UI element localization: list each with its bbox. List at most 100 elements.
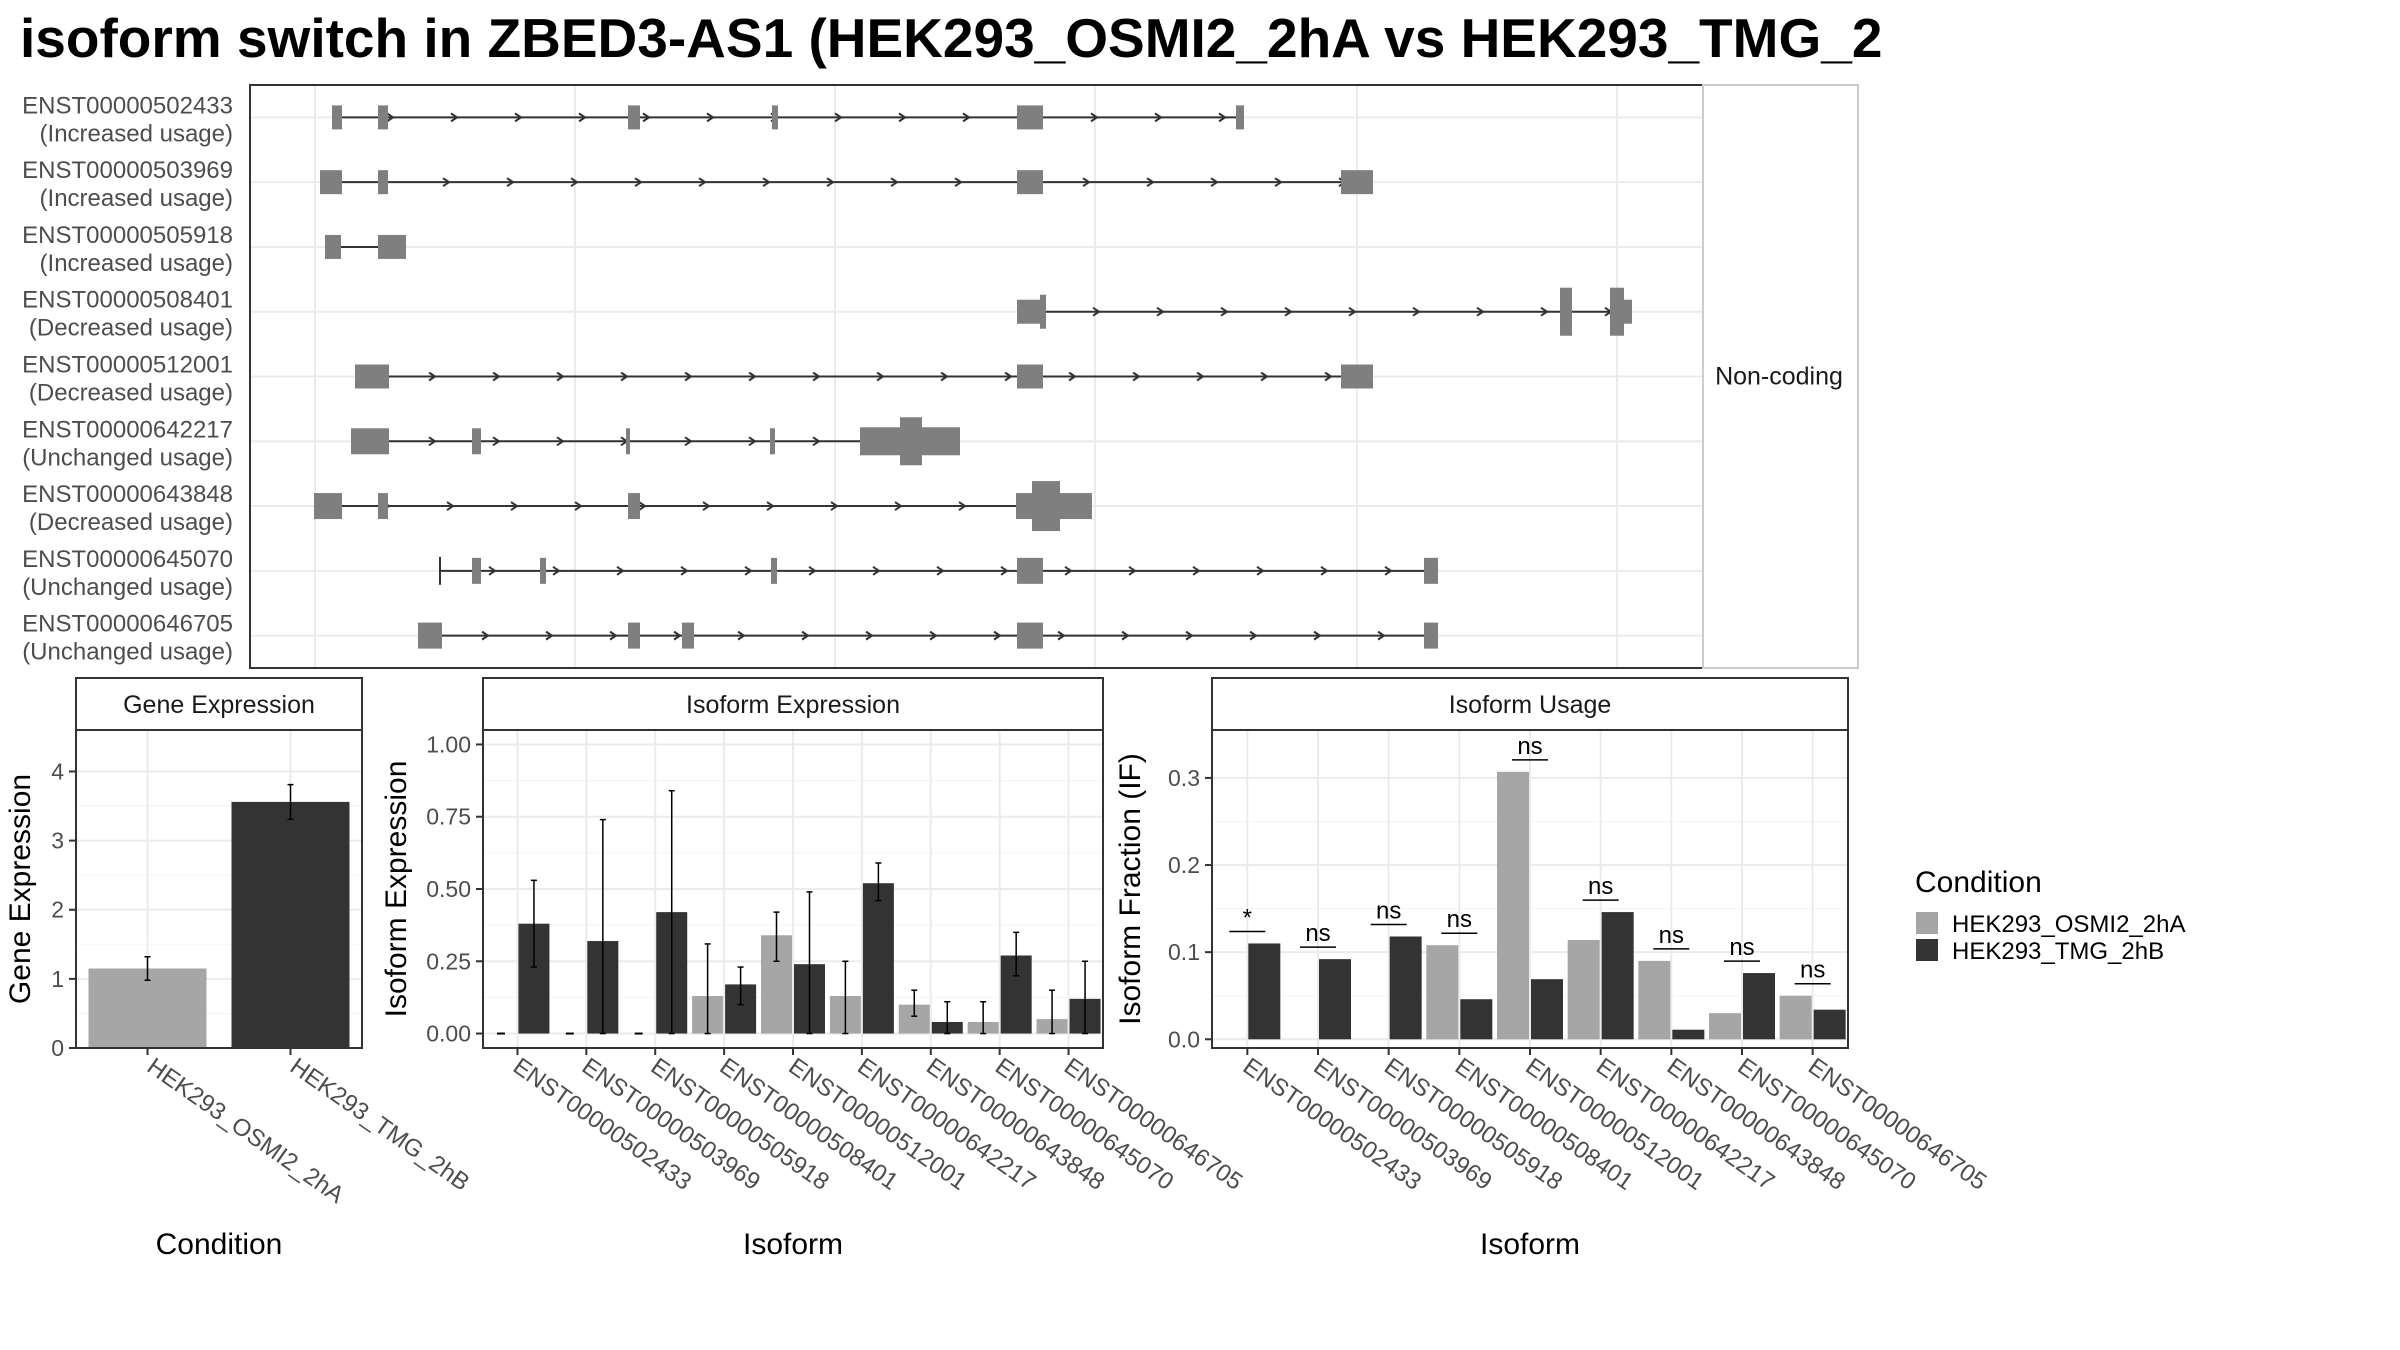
strand-arrow [1192, 566, 1201, 576]
exon-block [378, 105, 388, 130]
strand-arrow [492, 436, 501, 447]
legend-swatch [1916, 939, 1938, 961]
isoform-label-id: ENST00000645070 [22, 546, 233, 573]
exon-block [355, 364, 389, 389]
panel-strip [75, 677, 363, 731]
x-axis-label: Isoform [743, 1228, 843, 1261]
strand-arrow [634, 177, 643, 187]
panel-title: Gene Expression [123, 691, 315, 719]
isoform-expression-bar [862, 883, 894, 1034]
isoform-label-id: ENST00000646705 [22, 611, 233, 638]
strand-arrow [872, 566, 881, 576]
exon-block [314, 493, 342, 520]
y-tick-label: 0.00 [426, 1021, 471, 1047]
isoform-label-usage: (Unchanged usage) [22, 444, 233, 471]
panel-title: Isoform Usage [1449, 691, 1612, 719]
legend-swatch [1916, 912, 1938, 934]
isoform-usage-bar [1779, 995, 1812, 1040]
significance-label: ns [1305, 920, 1330, 947]
strand-arrow [556, 436, 565, 447]
strand-arrow [1121, 630, 1130, 641]
strand-arrow [1260, 371, 1269, 382]
isoform-usage-bar [1460, 999, 1493, 1040]
strand-arrow [616, 566, 625, 576]
isoform-label-id: ENST00000505918 [22, 222, 233, 249]
y-axis-label: Isoform Expression [380, 761, 413, 1018]
exon-block [472, 557, 481, 584]
y-tick-label: 0 [51, 1035, 64, 1061]
significance-label: ns [1376, 897, 1401, 924]
significance-label: * [1243, 904, 1252, 931]
exon-block [628, 105, 640, 130]
exon-block [628, 622, 640, 649]
strand-arrow [748, 436, 757, 447]
strand-arrow [574, 501, 583, 511]
exon-block [320, 170, 342, 195]
strand-arrow [1218, 112, 1227, 123]
y-tick-label: 0.75 [426, 804, 471, 830]
exon-block [378, 170, 388, 195]
isoform-label-usage: (Increased usage) [40, 185, 233, 212]
strand-arrow [514, 112, 523, 123]
strand-arrow [620, 371, 629, 382]
strand-arrow [488, 566, 497, 576]
strand-arrow [830, 501, 839, 511]
strand-arrow [993, 630, 1002, 641]
strand-arrow [442, 177, 451, 187]
isoform-label-id: ENST00000508401 [22, 287, 233, 314]
exon-block [900, 417, 922, 466]
isoform-label-usage: (Unchanged usage) [22, 639, 233, 666]
y-tick-label: 3 [51, 828, 64, 854]
significance-label: ns [1517, 733, 1542, 760]
strand-arrow [894, 501, 903, 511]
exon-block [1017, 105, 1043, 130]
exon-block [1017, 364, 1043, 389]
isoform-label-id: ENST00000643848 [22, 481, 233, 508]
strand-arrow [1154, 112, 1163, 123]
exon-block [418, 622, 442, 649]
isoform-usage-bar [1248, 943, 1281, 1040]
strand-arrow [428, 371, 437, 382]
isoform-label-usage: (Increased usage) [40, 250, 233, 277]
exon-block [1341, 170, 1373, 195]
isoform-label-id: ENST00000512001 [22, 352, 233, 379]
exon-block [1560, 287, 1572, 336]
strand-arrow [954, 177, 963, 187]
strand-arrow [510, 501, 519, 511]
isoform-expression-panel: Isoform Expression0.000.250.500.751.00EN… [380, 677, 1247, 1261]
strand-arrow [446, 501, 455, 511]
y-tick-label: 2 [51, 897, 64, 923]
isoform-usage-bar [1813, 1009, 1846, 1040]
strand-arrow [1196, 371, 1205, 382]
facet-strip [1702, 84, 1859, 669]
strand-arrow [1068, 371, 1077, 382]
y-tick-label: 0.2 [1168, 852, 1200, 878]
y-axis-label: Gene Expression [4, 774, 37, 1004]
x-axis-label: Condition [156, 1228, 283, 1261]
panel-title: Isoform Expression [686, 691, 900, 719]
significance-label: ns [1659, 922, 1684, 949]
exon-block [1341, 364, 1373, 389]
strand-arrow [876, 371, 885, 382]
strand-arrow [1082, 177, 1091, 187]
exon-block [1424, 557, 1438, 584]
isoform-usage-bar [1497, 771, 1529, 1040]
exon-block [332, 105, 342, 130]
strand-arrow [642, 112, 651, 123]
strand-arrow [481, 630, 490, 641]
y-tick-label: 0.25 [426, 948, 471, 974]
isoform-usage-bar [1531, 979, 1563, 1040]
strand-arrow [673, 630, 682, 641]
legend-entry-label: HEK293_TMG_2hB [1952, 938, 2164, 965]
strand-arrow [1249, 630, 1258, 641]
exon-block [378, 234, 406, 259]
strand-arrow [1128, 566, 1137, 576]
isoform-label-id: ENST00000503969 [22, 157, 233, 184]
isoform-label-id: ENST00000642217 [22, 416, 233, 443]
strand-arrow [609, 630, 618, 641]
y-tick-label: 0.1 [1168, 939, 1200, 965]
strand-arrow [506, 177, 515, 187]
